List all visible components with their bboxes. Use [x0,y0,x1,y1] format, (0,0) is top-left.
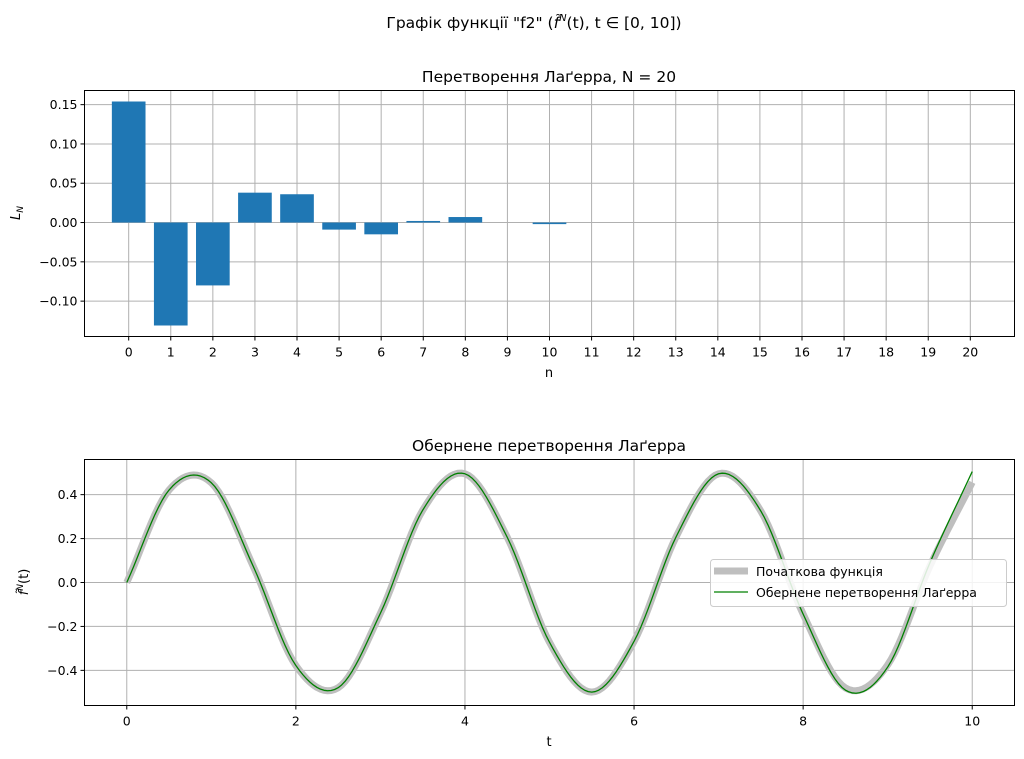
bar-chart-x-tick-label: 15 [752,345,768,360]
line-chart-x-ticks: 0 2 4 6 8 10 [123,705,980,729]
bar-n-8 [448,217,483,223]
line-chart-title: Обернене перетворення Лаґерра [412,437,686,455]
bar-chart-x-tick-label: 14 [710,345,726,360]
inverse-laguerre-line-chart: 0 2 4 6 8 10 −0.4 −0.2 0.0 0.2 0.4 Обернене перет… [16,437,1015,750]
figure-suptitle: Графік функції "f2" (f̃N(t), t ∈ [0, 10]… [386,13,681,32]
bar-chart-y-tick-label: −0.05 [39,254,77,269]
line-chart-x-tick-label: 8 [799,714,807,729]
line-chart-y-tick-label: 0.0 [58,575,78,590]
bar-n-7 [406,220,441,223]
bar-chart-y-label: LN [9,206,26,220]
bar-chart-x-label: n [545,366,553,381]
bar-chart-x-tick-label: 2 [209,345,217,360]
line-chart-y-tick-label: −0.2 [47,619,77,634]
bar-chart-x-tick-label: 5 [335,345,343,360]
bar-chart-x-tick-label: 0 [125,345,133,360]
bar-chart-x-tick-label: 19 [920,345,936,360]
bar-chart-x-tick-label: 20 [962,345,978,360]
bar-n-4 [280,194,314,223]
bar-chart-x-tick-label: 3 [251,345,259,360]
bar-chart-bars [111,101,567,326]
bar-chart-x-tick-label: 6 [377,345,385,360]
bar-chart-y-tick-label: 0.10 [50,136,78,151]
bar-chart-x-tick-label: 17 [836,345,852,360]
line-chart-x-tick-label: 0 [123,714,131,729]
bar-n-2 [196,222,230,286]
line-chart-y-label: f̃N(t) [16,569,32,596]
bar-chart-y-tick-label: 0.15 [50,97,78,112]
line-chart-y-tick-label: 0.4 [58,487,78,502]
bar-chart-x-ticks: 0 1 2 3 4 5 6 7 8 9 10 11 12 13 14 15 16 17 18 19 20 [125,336,978,360]
laguerre-transform-bar-chart: 0 1 2 3 4 5 6 7 8 9 10 11 12 13 14 15 16 17 18 19 20 −0.10−0… [9,68,1015,381]
legend-label-original-function: Початкова функція [756,564,883,579]
bar-chart-x-tick-label: 7 [419,345,427,360]
bar-chart-y-tick-label: −0.10 [39,294,77,309]
bar-chart-x-tick-label: 1 [167,345,175,360]
bar-chart-title: Перетворення Лаґерра, N = 20 [422,68,676,86]
line-chart-legend: Початкова функція Обернене перетворення … [710,559,1007,607]
line-chart-x-tick-label: 4 [461,714,469,729]
bar-chart-y-ticks: −0.10 −0.05 0.00 0.05 0.10 0.15 [39,97,85,309]
bar-chart-y-tick-label: 0.05 [50,176,78,191]
bar-chart-x-tick-label: 8 [461,345,469,360]
legend-box [710,559,1007,607]
legend-label-inverse-laguerre: Обернене перетворення Лаґерра [756,585,977,600]
bar-chart-x-tick-label: 9 [503,345,511,360]
line-chart-x-tick-label: 6 [630,714,638,729]
bar-chart-x-tick-label: 12 [626,345,642,360]
line-chart-x-label: t [546,735,551,750]
bar-n-10 [532,222,567,225]
line-chart-y-tick-label: −0.4 [47,663,77,678]
bar-n-1 [153,222,188,326]
bar-chart-x-tick-label: 11 [584,345,600,360]
bar-n-5 [322,222,356,230]
bar-n-0 [111,101,146,223]
series-inverse-laguerre-line [126,471,973,694]
line-chart-x-tick-label: 10 [964,714,980,729]
bar-chart-y-tick-label: 0.00 [50,215,78,230]
bar-chart-x-tick-label: 16 [794,345,810,360]
bar-n-6 [364,222,399,235]
bar-chart-gridlines [84,90,1015,337]
line-chart-y-tick-label: 0.2 [58,531,78,546]
line-chart-x-tick-label: 2 [292,714,300,729]
bar-n-3 [238,192,272,223]
bar-chart-x-tick-label: 4 [293,345,301,360]
bar-chart-x-tick-label: 10 [542,345,558,360]
line-chart-y-ticks: −0.4 −0.2 0.0 0.2 0.4 [47,487,85,678]
bar-chart-x-tick-label: 18 [878,345,894,360]
bar-chart-x-tick-label: 13 [668,345,684,360]
